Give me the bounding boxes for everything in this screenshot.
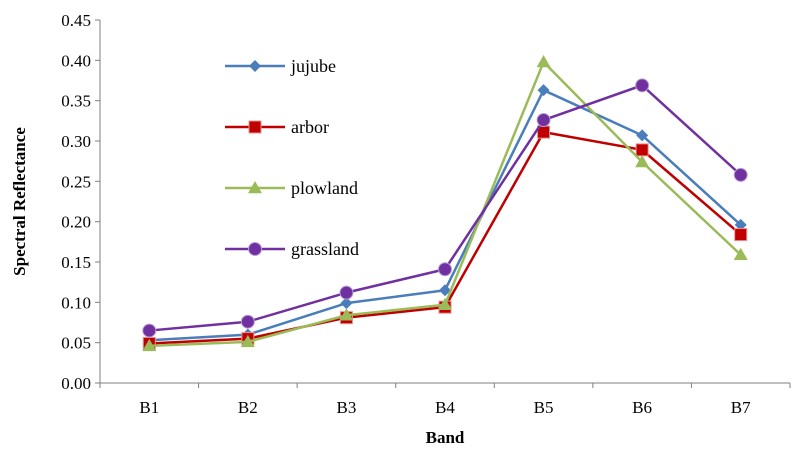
data-point-plowland [240, 334, 255, 348]
y-tick-label: 0.30 [61, 132, 91, 151]
y-tick-label: 0.40 [61, 51, 91, 70]
axes [99, 20, 790, 384]
x-tick-label: B7 [731, 398, 751, 417]
y-tick-label: 0.15 [61, 253, 91, 272]
legend-marker-grassland [248, 242, 262, 256]
legend-label: plowland [291, 178, 358, 198]
data-point-jujube [734, 218, 747, 231]
series-layer [142, 54, 748, 352]
x-tick-label: B4 [435, 398, 455, 417]
x-tick-label: B6 [632, 398, 652, 417]
data-point-jujube [340, 297, 353, 310]
legend: jujube arbor plowland grassland [225, 56, 359, 259]
y-tick-label: 0.45 [61, 11, 91, 30]
legend-item-plowland: plowland [225, 178, 358, 198]
legend-item-jujube: jujube [225, 56, 336, 76]
legend-item-arbor: arbor [225, 117, 329, 137]
x-tick-label: B5 [534, 398, 554, 417]
y-ticks: 0.00 0.05 0.10 0.15 0.20 0.25 0.30 0.35 0.40 0.45 [61, 11, 100, 393]
x-ticks: B1 B2 B3 B4 B5 B6 B7 [99, 383, 791, 417]
data-point-jujube [636, 129, 649, 142]
legend-label: jujube [290, 56, 336, 76]
y-tick-label: 0.10 [61, 293, 91, 312]
legend-marker-jujube [249, 60, 261, 72]
y-tick-label: 0.35 [61, 92, 91, 111]
data-point-plowland [733, 247, 748, 260]
data-point-plowland [142, 338, 157, 352]
data-point-grassland [733, 167, 748, 182]
y-tick-label: 0.20 [61, 213, 91, 232]
x-tick-label: B2 [238, 398, 258, 417]
data-point-arbor [635, 143, 649, 157]
legend-marker-plowland [248, 181, 262, 194]
series-grassland [142, 78, 748, 338]
y-axis-title: Spectral Reflectance [10, 127, 29, 276]
y-tick-label: 0.25 [61, 172, 91, 191]
y-tick-label: 0.05 [61, 334, 91, 353]
series-arbor [142, 125, 748, 350]
x-tick-label: B1 [139, 398, 159, 417]
data-point-grassland [240, 314, 255, 329]
data-point-grassland [438, 262, 452, 277]
legend-marker-arbor [248, 120, 262, 134]
data-point-plowland [339, 308, 354, 321]
data-point-grassland [142, 323, 157, 338]
data-point-plowland [536, 54, 551, 68]
data-point-jujube [537, 84, 550, 97]
data-point-grassland [339, 285, 354, 300]
data-point-plowland [635, 154, 650, 168]
y-tick-label: 0.00 [61, 374, 91, 393]
data-point-jujube [439, 284, 451, 297]
x-axis-title: Band [426, 428, 465, 447]
data-point-grassland [635, 78, 650, 93]
data-point-plowland [438, 297, 452, 311]
data-point-grassland [536, 113, 551, 128]
series-plowland [142, 54, 748, 352]
legend-item-grassland: grassland [225, 239, 359, 259]
x-tick-label: B3 [337, 398, 357, 417]
legend-label: grassland [291, 239, 359, 259]
legend-label: arbor [291, 117, 329, 137]
data-point-arbor [734, 228, 748, 242]
